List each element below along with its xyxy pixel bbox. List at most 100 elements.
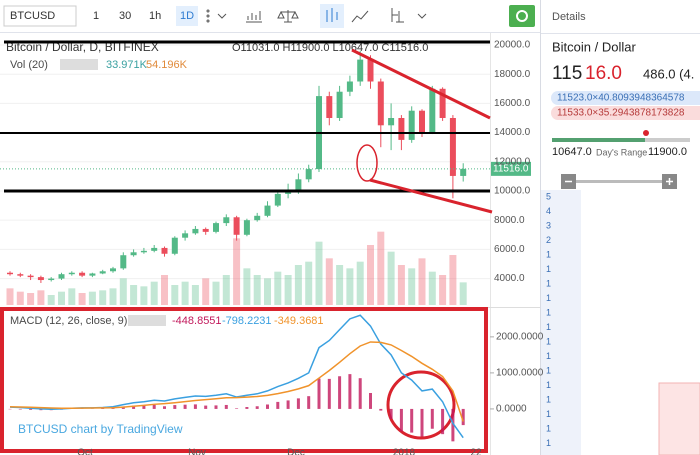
candle-body xyxy=(79,272,86,276)
bid-pill xyxy=(551,91,700,105)
ladder-size: 1 xyxy=(546,351,551,361)
candle-body xyxy=(151,247,158,251)
macd-hist-bar xyxy=(379,408,383,411)
last-price-label: 11516.0 xyxy=(493,163,529,174)
ladder-size: 3 xyxy=(546,220,551,230)
volume-bar xyxy=(459,282,467,305)
volume-bar xyxy=(356,261,364,305)
macd-hist-bar xyxy=(235,408,239,409)
interval: 1 xyxy=(93,10,99,22)
ladder-size: 1 xyxy=(546,365,551,375)
camera-icon xyxy=(516,10,528,22)
macd-hist-bar xyxy=(286,400,290,409)
volume-bar xyxy=(294,265,302,305)
y-tick-label: 6000.0 xyxy=(494,244,525,255)
macd-hist-bar xyxy=(410,408,414,433)
volume-bar xyxy=(68,288,76,305)
volume-bar xyxy=(171,285,179,305)
volume-bar xyxy=(181,281,189,305)
candle-body xyxy=(120,255,127,269)
macd-hist-legend: -448.8551 xyxy=(172,315,222,327)
volume-bar xyxy=(202,278,210,305)
macd-hist-bar xyxy=(276,401,280,409)
candle-body xyxy=(429,88,436,133)
macd-line xyxy=(9,341,464,422)
candle-body xyxy=(130,252,137,256)
range-marker xyxy=(643,130,649,136)
range-bar-rest xyxy=(645,138,690,142)
candle-body xyxy=(110,268,116,272)
interval: 1D xyxy=(180,10,194,22)
ask: 11533.0×35.2943878173828 xyxy=(557,108,685,119)
ladder-size: 1 xyxy=(546,409,551,419)
macd-hist-bar xyxy=(173,405,177,409)
candle-body xyxy=(37,277,44,281)
ladder-size: 5 xyxy=(546,191,551,201)
volume-bar xyxy=(305,261,313,305)
macd-hist-bar xyxy=(338,376,342,409)
slider-signs xyxy=(565,178,673,185)
candle-body xyxy=(243,220,250,235)
range-high: 11900.0 xyxy=(648,146,687,158)
watermark: BTCUSD chart by TradingView xyxy=(18,422,183,436)
symbol-box[interactable] xyxy=(3,5,77,27)
volume-bar xyxy=(130,285,138,305)
macd-hist-bar xyxy=(18,408,22,410)
candle-body xyxy=(336,91,343,118)
ladder-size: 1 xyxy=(546,322,551,332)
macd-hist-bar xyxy=(132,405,136,409)
macd-hist-bar xyxy=(266,404,269,409)
candle-body xyxy=(326,96,333,118)
volume-bar xyxy=(161,275,168,305)
y-tick-label: 18000.0 xyxy=(494,69,531,80)
ladder-size: 1 xyxy=(546,307,551,317)
candle-body xyxy=(89,273,96,276)
y-tick-label: 1000.0000 xyxy=(496,368,544,379)
volume-bar xyxy=(325,258,333,305)
macd-hist-bar xyxy=(214,405,218,409)
candle-body xyxy=(254,215,261,221)
candle-body xyxy=(48,278,55,281)
volume-bar xyxy=(284,275,292,305)
interval-selected[interactable] xyxy=(176,6,198,26)
candle-body xyxy=(264,205,271,216)
slider-track[interactable] xyxy=(576,180,676,183)
volume-bar xyxy=(88,291,96,305)
volume-bar xyxy=(58,291,65,305)
range-label: Day's Range xyxy=(596,147,647,157)
candle-body xyxy=(17,274,24,276)
volume-bar xyxy=(27,293,35,305)
candle-body xyxy=(213,223,219,232)
volume-bar xyxy=(243,268,251,305)
macd-hist-bar xyxy=(193,404,197,409)
volume-bar xyxy=(367,245,374,305)
ladder-size: 1 xyxy=(546,249,551,259)
legend-icons[interactable] xyxy=(60,59,98,70)
macd-hist-bar xyxy=(317,378,321,409)
ladder-size: 1 xyxy=(546,380,551,390)
macd-hist-bar xyxy=(224,404,228,409)
volume-bar xyxy=(78,293,86,305)
y-tick-label: 14000.0 xyxy=(494,127,531,138)
snapshot-button[interactable] xyxy=(509,5,535,27)
volume-bar xyxy=(408,268,416,305)
macd-hist-bar xyxy=(183,404,187,409)
price-tail: 16.0 xyxy=(585,63,622,84)
volume-bar xyxy=(336,265,344,305)
macd-hist-bar xyxy=(348,374,352,409)
candle-body xyxy=(295,179,302,191)
candle-body xyxy=(367,59,374,82)
y-tick-label: 10000.0 xyxy=(494,186,531,197)
macd-legend-icons[interactable] xyxy=(128,315,166,326)
ask-pill xyxy=(551,106,700,120)
candle-body xyxy=(388,117,395,126)
ohlc-legend: O11031.0 H11900.0 L10647.0 C11516.0 xyxy=(232,42,428,54)
ask-depth xyxy=(658,382,700,455)
symbol: BTCUSD xyxy=(10,10,55,22)
macd-line-legend: -798.2231 xyxy=(222,315,272,327)
ladder-size: 4 xyxy=(546,206,551,216)
x-tick-label: Dec xyxy=(287,448,305,455)
ladder-size: 1 xyxy=(546,264,551,274)
volume-bar xyxy=(99,290,107,305)
